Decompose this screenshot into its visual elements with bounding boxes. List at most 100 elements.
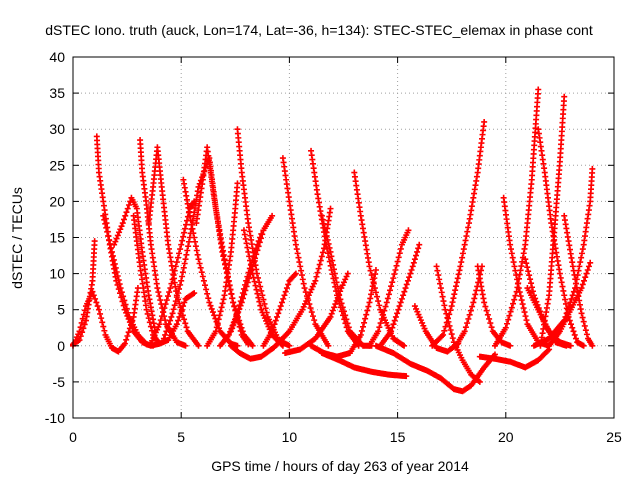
data-point	[241, 231, 248, 238]
data-series	[180, 176, 241, 349]
data-point	[292, 270, 299, 277]
data-point	[453, 279, 460, 286]
data-point	[314, 269, 321, 276]
data-point	[216, 312, 223, 319]
data-point	[155, 289, 162, 296]
data-point	[212, 315, 219, 322]
data-point	[178, 241, 185, 248]
data-point	[335, 287, 342, 294]
data-point	[396, 303, 403, 310]
data-point	[259, 292, 266, 299]
data-point	[269, 212, 276, 219]
data-point	[172, 263, 179, 270]
data-point	[336, 292, 343, 299]
data-point	[436, 276, 443, 283]
data-point	[300, 280, 307, 287]
data-point	[327, 248, 334, 255]
data-point	[174, 254, 181, 261]
data-point	[162, 331, 169, 338]
data-point	[211, 312, 218, 319]
data-point	[281, 292, 288, 299]
data-point	[377, 320, 384, 327]
data-point	[101, 216, 108, 223]
data-point	[440, 298, 447, 305]
data-point	[410, 259, 417, 266]
data-point	[209, 309, 216, 316]
data-point	[79, 315, 86, 322]
data-point	[404, 277, 411, 284]
data-point	[328, 310, 335, 317]
x-tick-label: 20	[498, 429, 514, 445]
data-point	[276, 306, 283, 313]
data-point	[507, 308, 514, 315]
data-point	[473, 287, 480, 294]
data-point	[578, 310, 585, 317]
data-point	[258, 235, 265, 242]
data-point	[196, 180, 203, 187]
data-point	[181, 260, 188, 267]
y-axis-label: dSTEC / TECUs	[9, 187, 25, 289]
data-point	[100, 212, 107, 219]
data-point	[249, 263, 256, 270]
y-tick-label: 40	[49, 49, 65, 65]
data-point	[505, 316, 512, 323]
data-point	[165, 321, 172, 328]
data-point	[242, 287, 249, 294]
data-point	[578, 250, 585, 257]
data-point	[507, 246, 514, 253]
data-point	[524, 264, 531, 271]
data-point	[115, 277, 122, 284]
data-point	[258, 287, 265, 294]
data-point	[195, 183, 202, 190]
data-point	[117, 285, 124, 292]
data-point	[112, 264, 119, 271]
data-point	[476, 378, 483, 385]
data-point	[191, 290, 198, 297]
data-point	[239, 295, 246, 302]
data-point	[218, 304, 225, 311]
data-point	[556, 270, 563, 277]
data-series	[70, 285, 141, 355]
data-point	[246, 275, 253, 282]
data-point	[561, 292, 568, 299]
data-point	[204, 290, 211, 297]
data-point	[121, 216, 128, 223]
data-point	[449, 335, 456, 342]
data-point	[296, 259, 303, 266]
data-series	[145, 144, 202, 349]
data-point	[338, 300, 345, 307]
data-point	[182, 256, 189, 263]
data-point	[166, 289, 173, 296]
data-point	[387, 287, 394, 294]
axis-ticks: 0 5 10 15 20 25 -10 -5 0 5 10 15 20 25 30 35 40	[45, 49, 622, 445]
data-point	[486, 315, 493, 322]
data-point	[435, 272, 442, 279]
data-point	[339, 304, 346, 311]
data-point	[472, 291, 479, 298]
data-series	[279, 155, 332, 349]
data-point	[212, 328, 219, 335]
data-point	[560, 287, 567, 294]
data-point	[465, 224, 472, 231]
data-point	[164, 324, 171, 331]
data-point	[315, 265, 322, 272]
data-point	[361, 319, 368, 326]
data-point	[456, 267, 463, 274]
data-point	[78, 319, 85, 326]
data-point	[206, 299, 213, 306]
data-point	[146, 319, 153, 326]
data-series	[282, 270, 351, 357]
data-point	[483, 307, 490, 314]
data-point	[376, 302, 383, 309]
data-point	[448, 303, 455, 310]
data-point	[114, 232, 121, 239]
data-point	[529, 284, 536, 291]
data-point	[414, 248, 421, 255]
data-point	[80, 311, 87, 318]
data-point	[108, 248, 115, 255]
data-point	[179, 269, 186, 276]
data-point	[198, 269, 205, 276]
data-point	[124, 205, 131, 212]
data-point	[366, 263, 373, 270]
data-point	[451, 291, 458, 298]
